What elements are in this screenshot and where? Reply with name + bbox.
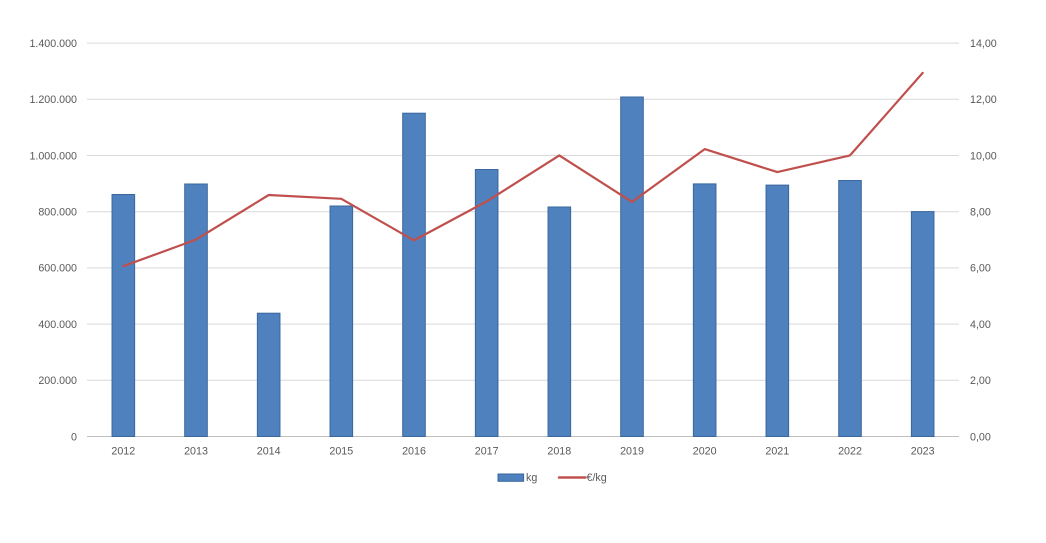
svg-text:2012: 2012 [111, 445, 135, 457]
svg-text:2019: 2019 [620, 445, 644, 457]
svg-text:2013: 2013 [184, 445, 208, 457]
svg-text:1.200.000: 1.200.000 [29, 94, 77, 106]
svg-text:4,00: 4,00 [970, 319, 991, 331]
svg-text:kg: kg [526, 472, 537, 484]
svg-text:200.000: 200.000 [38, 375, 77, 387]
svg-text:2014: 2014 [257, 445, 281, 457]
svg-text:2023: 2023 [911, 445, 935, 457]
svg-text:2021: 2021 [765, 445, 789, 457]
svg-text:14,00: 14,00 [970, 38, 997, 50]
svg-text:2022: 2022 [838, 445, 862, 457]
svg-text:€/kg: €/kg [587, 472, 607, 484]
svg-text:1.000.000: 1.000.000 [29, 150, 77, 162]
svg-text:6,00: 6,00 [970, 263, 991, 275]
svg-text:2,00: 2,00 [970, 375, 991, 387]
svg-text:0: 0 [71, 431, 77, 443]
svg-text:2020: 2020 [693, 445, 717, 457]
svg-text:2018: 2018 [547, 445, 571, 457]
svg-text:8,00: 8,00 [970, 207, 991, 219]
svg-text:400.000: 400.000 [38, 319, 77, 331]
svg-text:2016: 2016 [402, 445, 426, 457]
svg-text:12,00: 12,00 [970, 94, 997, 106]
svg-text:0,00: 0,00 [970, 431, 991, 443]
svg-text:1.400.000: 1.400.000 [29, 38, 77, 50]
svg-text:2015: 2015 [329, 445, 353, 457]
svg-text:2017: 2017 [475, 445, 499, 457]
svg-text:10,00: 10,00 [970, 150, 997, 162]
svg-text:800.000: 800.000 [38, 207, 77, 219]
svg-text:600.000: 600.000 [38, 263, 77, 275]
